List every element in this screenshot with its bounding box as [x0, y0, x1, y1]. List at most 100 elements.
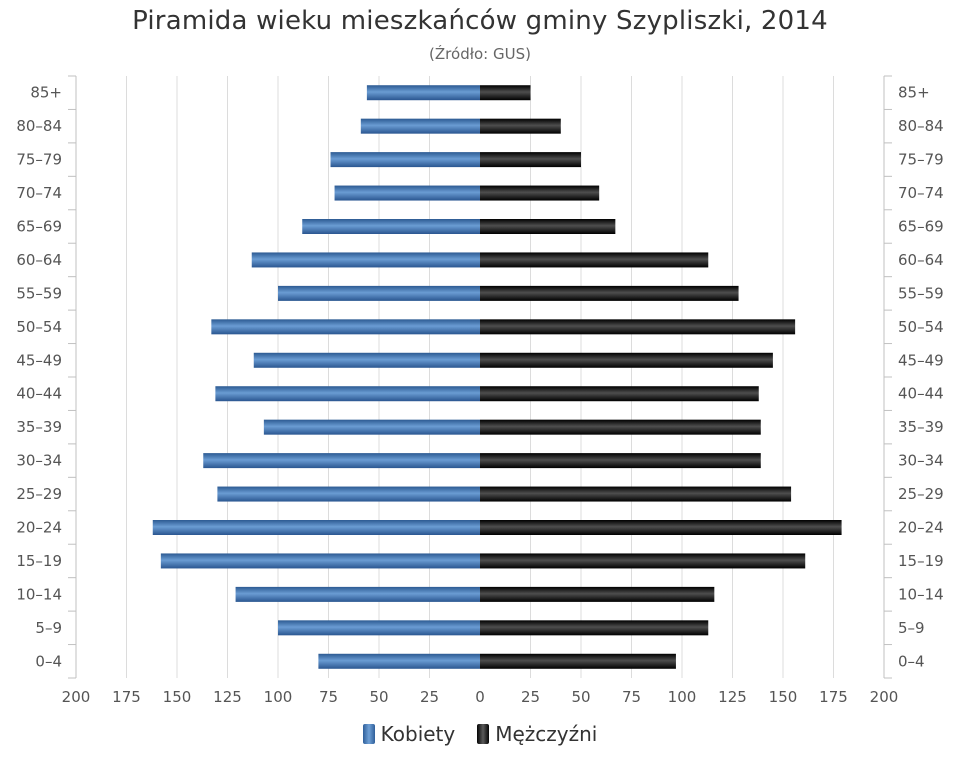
chart-title: Piramida wieku mieszkańców gminy Szyplis… — [132, 6, 828, 36]
bar-female[interactable] — [263, 419, 480, 435]
legend-item-male[interactable]: Mężczyźni — [477, 722, 597, 746]
chart-subtitle: (Źródło: GUS) — [429, 45, 531, 63]
category-label-right: 10–14 — [898, 585, 944, 603]
category-label-right: 35–39 — [898, 418, 944, 436]
legend-swatch-male — [477, 724, 490, 744]
category-label-left: 80–84 — [16, 117, 62, 135]
bar-male[interactable] — [480, 386, 759, 402]
category-label-right: 40–44 — [898, 385, 944, 403]
bar-male[interactable] — [480, 352, 773, 368]
category-label-right: 50–54 — [898, 318, 944, 336]
bar-male[interactable] — [480, 486, 792, 502]
bar-male[interactable] — [480, 553, 806, 569]
x-tick-label: 25 — [521, 688, 540, 706]
x-tick-label: 125 — [213, 688, 242, 706]
bar-male[interactable] — [480, 185, 600, 201]
bar-male[interactable] — [480, 620, 709, 636]
bar-female[interactable] — [203, 453, 480, 469]
bar-male[interactable] — [480, 586, 715, 602]
grid-lines — [126, 76, 834, 678]
bar-female[interactable] — [360, 118, 480, 134]
legend-swatch-female — [362, 724, 375, 744]
x-tick-label: 175 — [819, 688, 848, 706]
x-tick-label: 200 — [62, 688, 91, 706]
x-tick-label: 100 — [264, 688, 293, 706]
category-label-right: 55–59 — [898, 284, 944, 302]
bar-female[interactable] — [330, 152, 480, 168]
category-label-right: 75–79 — [898, 151, 944, 169]
x-tick-label: 25 — [420, 688, 439, 706]
x-tick-label: 0 — [475, 688, 485, 706]
bar-male[interactable] — [480, 219, 616, 234]
legend-item-female[interactable]: Kobiety — [362, 722, 456, 746]
category-label-left: 60–64 — [16, 251, 62, 269]
bar-male[interactable] — [480, 152, 581, 168]
category-label-left: 10–14 — [16, 585, 62, 603]
axes — [68, 75, 892, 679]
bar-male[interactable] — [480, 118, 561, 134]
category-label-left: 25–29 — [16, 485, 62, 503]
category-label-left: 5–9 — [35, 619, 62, 637]
bar-male[interactable] — [480, 520, 842, 535]
bar-male[interactable] — [480, 319, 796, 335]
category-label-right: 0–4 — [898, 652, 925, 670]
category-label-right: 80–84 — [898, 117, 944, 135]
category-label-right: 65–69 — [898, 218, 944, 236]
x-tick-label: 175 — [112, 688, 141, 706]
bar-female[interactable] — [217, 486, 480, 502]
bar-female[interactable] — [160, 553, 480, 569]
bar-female[interactable] — [366, 85, 480, 101]
bar-female[interactable] — [253, 352, 480, 368]
category-label-left: 20–24 — [16, 519, 62, 537]
bar-female[interactable] — [278, 620, 480, 636]
category-label-right: 30–34 — [898, 452, 944, 470]
category-label-left: 40–44 — [16, 385, 62, 403]
category-label-left: 0–4 — [35, 652, 62, 670]
category-label-left: 50–54 — [16, 318, 62, 336]
x-tick-label: 75 — [319, 688, 338, 706]
x-tick-label: 150 — [163, 688, 192, 706]
category-label-left: 30–34 — [16, 452, 62, 470]
x-tick-label: 75 — [622, 688, 641, 706]
bar-female[interactable] — [211, 319, 480, 335]
category-label-right: 20–24 — [898, 519, 944, 537]
bar-female[interactable] — [251, 252, 480, 268]
bar-male[interactable] — [480, 85, 531, 101]
category-label-left: 45–49 — [16, 351, 62, 369]
category-label-left: 35–39 — [16, 418, 62, 436]
category-label-right: 85+ — [898, 84, 930, 102]
legend-label-female: Kobiety — [380, 722, 456, 746]
category-label-right: 60–64 — [898, 251, 944, 269]
bar-male[interactable] — [480, 285, 739, 301]
category-label-right: 45–49 — [898, 351, 944, 369]
bar-female[interactable] — [235, 586, 480, 602]
category-label-left: 65–69 — [16, 218, 62, 236]
bar-female[interactable] — [318, 653, 480, 669]
category-label-right: 25–29 — [898, 485, 944, 503]
bar-female[interactable] — [302, 219, 480, 234]
bar-male[interactable] — [480, 419, 761, 435]
bar-male[interactable] — [480, 653, 676, 669]
bar-male[interactable] — [480, 453, 761, 469]
legend-label-male: Mężczyźni — [495, 722, 598, 746]
category-label-left: 15–19 — [16, 552, 62, 570]
x-tick-label: 125 — [718, 688, 747, 706]
legend: Kobiety Mężczyźni — [0, 722, 960, 746]
x-tick-label: 200 — [870, 688, 899, 706]
bar-female[interactable] — [152, 520, 480, 535]
x-tick-label: 50 — [571, 688, 590, 706]
axis-labels: 200 175 150 125 100 75 50 25 0 25 50 75 100 125 150 175… — [16, 84, 943, 706]
category-label-left: 55–59 — [16, 284, 62, 302]
category-label-left: 70–74 — [16, 184, 62, 202]
category-label-right: 5–9 — [898, 619, 925, 637]
bar-female[interactable] — [215, 386, 480, 402]
bar-male[interactable] — [480, 252, 709, 268]
bar-female[interactable] — [334, 185, 480, 201]
x-tick-label: 100 — [668, 688, 697, 706]
x-tick-label: 150 — [769, 688, 798, 706]
x-tick-label: 50 — [369, 688, 388, 706]
category-label-left: 85+ — [30, 84, 62, 102]
bars — [152, 85, 842, 669]
bar-female[interactable] — [278, 285, 480, 301]
